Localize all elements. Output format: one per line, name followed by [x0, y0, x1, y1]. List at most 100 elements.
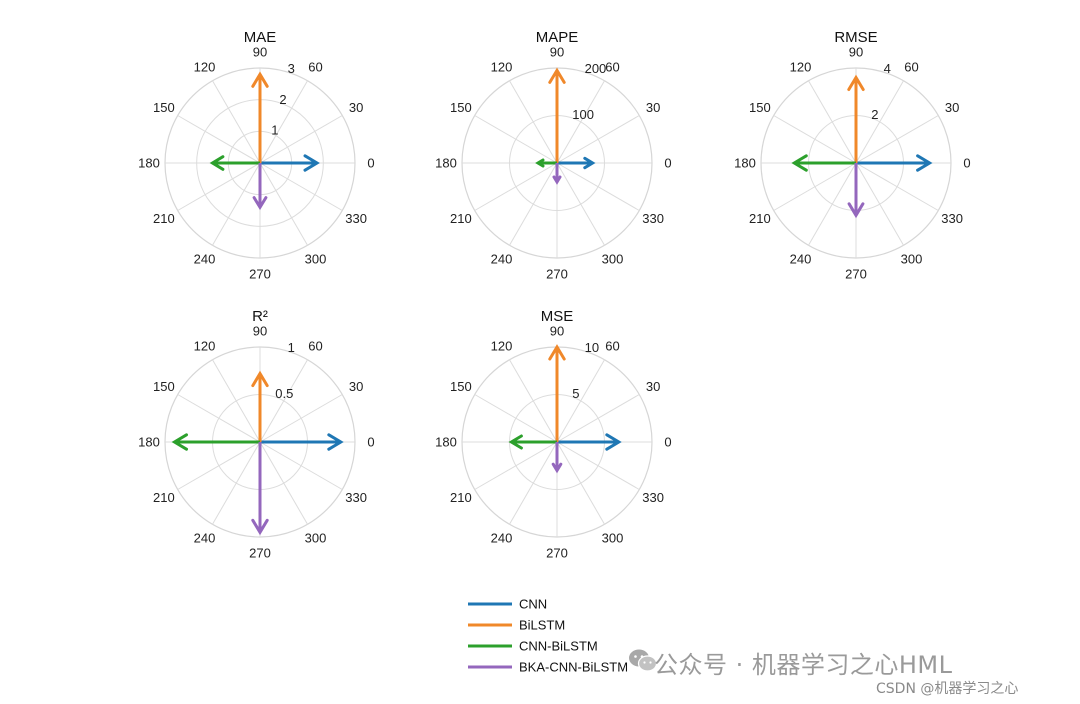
vector-bka-cnn-bilstm [551, 442, 563, 474]
vector-arrowhead [327, 433, 344, 451]
angle-tick-label-120: 120 [790, 59, 812, 74]
angle-tick-label-90: 90 [849, 45, 863, 60]
angle-tick-label-270: 270 [546, 267, 568, 282]
angle-tick-label-0: 0 [367, 435, 374, 450]
vector-arrowhead [583, 156, 596, 170]
vector-bka-cnn-bilstm [252, 163, 268, 211]
angle-tick-label-270: 270 [249, 546, 271, 561]
legend-entry-bilstm: BiLSTM [468, 618, 565, 633]
radial-tick-label: 200 [585, 61, 607, 76]
angle-tick-label-240: 240 [790, 252, 812, 267]
vector-arrowhead [605, 433, 622, 451]
angle-tick-label-150: 150 [153, 379, 175, 394]
polar-plot-r2: 0 30 60 90 120 150 180 210 240 270 300 330 0.5 1 R² [138, 308, 374, 561]
vector-cnn [856, 154, 933, 172]
vector-bilstm [847, 74, 865, 163]
vector-cnn-bilstm [508, 434, 557, 450]
radial-tick-label: 5 [572, 386, 579, 401]
angle-tick-label-60: 60 [308, 338, 322, 353]
angle-tick-label-240: 240 [194, 531, 216, 546]
angle-tick-label-240: 240 [491, 531, 513, 546]
angle-tick-label-180: 180 [138, 435, 160, 450]
vector-cnn-bilstm [209, 155, 260, 171]
vector-cnn [260, 433, 344, 451]
vector-arrowhead [847, 202, 865, 219]
angle-tick-label-180: 180 [734, 156, 756, 171]
angle-tick-label-90: 90 [550, 324, 564, 339]
angle-tick-label-210: 210 [450, 211, 472, 226]
vector-bilstm [548, 344, 566, 442]
radial-tick-label: 2 [279, 92, 286, 107]
legend-entry-cnn-bilstm: CNN-BiLSTM [468, 639, 598, 654]
vector-arrowhead [252, 196, 268, 211]
watermark-credit: CSDN @机器学习之心 [876, 681, 1019, 697]
angle-tick-label-0: 0 [963, 156, 970, 171]
angle-tick-label-0: 0 [664, 156, 671, 171]
radial-tick-label: 3 [288, 61, 295, 76]
angle-tick-label-270: 270 [546, 546, 568, 561]
angle-tick-label-60: 60 [605, 59, 619, 74]
radial-tick-label: 100 [572, 107, 594, 122]
vector-arrowhead [791, 154, 808, 172]
subplot-title: MAPE [536, 29, 579, 46]
vector-arrowhead [209, 155, 225, 171]
angle-tick-label-240: 240 [194, 252, 216, 267]
legend: CNN BiLSTM CNN-BiLSTM BKA-CNN-BiLSTM [468, 597, 628, 675]
angle-tick-label-180: 180 [138, 156, 160, 171]
legend-label: BKA-CNN-BiLSTM [519, 660, 628, 675]
vector-arrowhead [548, 344, 566, 361]
angle-tick-label-30: 30 [646, 100, 660, 115]
radial-tick-label: 1 [288, 340, 295, 355]
vector-cnn-bilstm [535, 158, 557, 168]
angle-tick-label-330: 330 [941, 211, 963, 226]
angle-tick-label-90: 90 [253, 324, 267, 339]
spoke-210 [177, 162, 261, 211]
subplot-title: MSE [541, 308, 574, 325]
watermark-text: 公众号 · 机器学习之心HML [654, 651, 953, 679]
polar-plot-mse: 0 30 60 90 120 150 180 210 240 270 300 330 5 10 MSE [435, 308, 671, 561]
subplot-title: MAE [244, 29, 277, 46]
angle-tick-label-150: 150 [749, 100, 771, 115]
vector-arrowhead [535, 158, 545, 168]
vector-arrowhead [303, 154, 320, 172]
angle-tick-label-300: 300 [305, 252, 327, 267]
vector-arrowhead [251, 370, 269, 388]
angle-tick-label-330: 330 [345, 490, 367, 505]
angle-tick-label-180: 180 [435, 156, 457, 171]
vector-arrowhead [251, 518, 269, 536]
spoke-300 [259, 162, 308, 246]
angle-tick-label-210: 210 [450, 490, 472, 505]
legend-entry-bka-cnn-bilstm: BKA-CNN-BiLSTM [468, 660, 628, 675]
vector-bka-cnn-bilstm [251, 442, 269, 536]
spoke-330 [259, 162, 343, 211]
angle-tick-label-0: 0 [664, 435, 671, 450]
angle-tick-label-30: 30 [349, 379, 363, 394]
angle-tick-label-300: 300 [901, 252, 923, 267]
angle-tick-label-330: 330 [642, 211, 664, 226]
angle-tick-label-90: 90 [550, 45, 564, 60]
angle-tick-label-210: 210 [153, 490, 175, 505]
angle-tick-label-30: 30 [945, 100, 959, 115]
legend-label: CNN [519, 597, 547, 612]
angle-tick-label-60: 60 [308, 59, 322, 74]
vector-arrowhead [551, 462, 563, 474]
vector-bilstm [548, 67, 566, 163]
vector-arrowhead [552, 175, 562, 185]
subplot-title: R² [252, 308, 268, 325]
angle-tick-label-150: 150 [450, 379, 472, 394]
spoke-30 [259, 115, 343, 164]
vector-arrowhead [251, 71, 269, 88]
radial-tick-label: 10 [585, 340, 599, 355]
angle-tick-label-300: 300 [602, 252, 624, 267]
angle-tick-label-330: 330 [345, 211, 367, 226]
subplot-title: RMSE [834, 29, 877, 46]
angle-tick-label-60: 60 [605, 338, 619, 353]
angle-tick-label-120: 120 [194, 338, 216, 353]
angle-tick-label-240: 240 [491, 252, 513, 267]
angle-tick-label-90: 90 [253, 45, 267, 60]
angle-tick-label-120: 120 [491, 59, 513, 74]
angle-tick-label-210: 210 [749, 211, 771, 226]
angle-tick-label-150: 150 [450, 100, 472, 115]
vector-bilstm [251, 71, 269, 163]
